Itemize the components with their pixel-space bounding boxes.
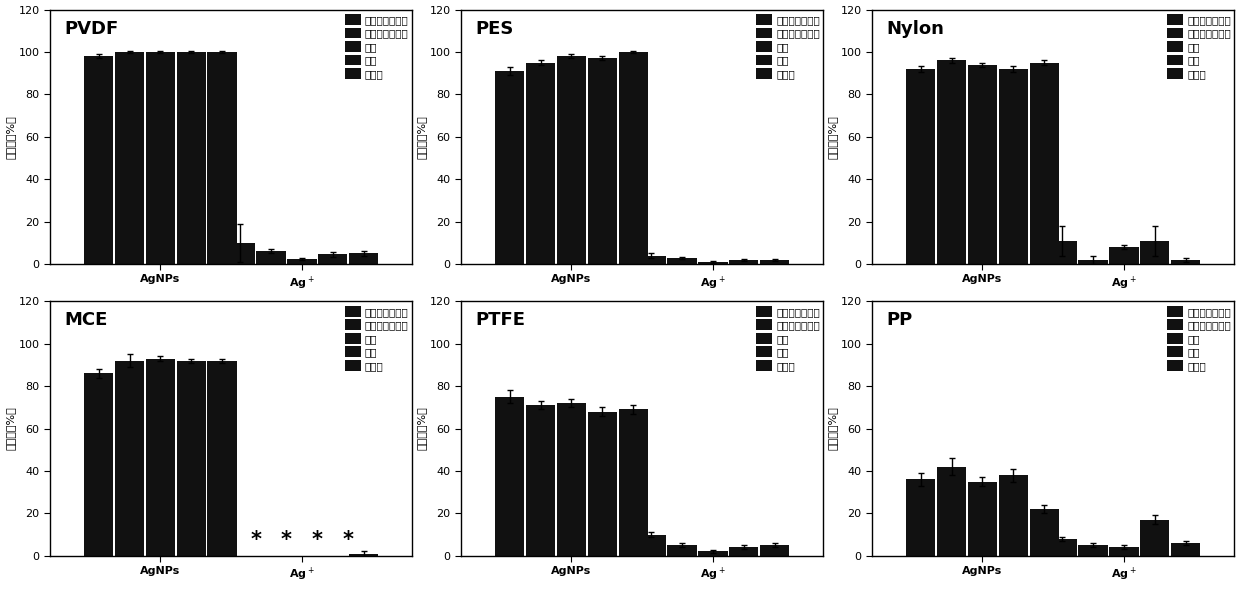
- Bar: [636, 535, 666, 556]
- Bar: [207, 52, 237, 264]
- Bar: [348, 554, 378, 556]
- Bar: [967, 65, 997, 264]
- Text: MCE: MCE: [64, 312, 108, 329]
- Bar: [729, 547, 759, 556]
- Y-axis label: 吸附率（%）: 吸附率（%）: [417, 406, 427, 451]
- Text: PES: PES: [475, 20, 513, 38]
- Bar: [698, 262, 728, 264]
- Bar: [1048, 539, 1076, 556]
- Bar: [146, 359, 175, 556]
- Bar: [1140, 519, 1169, 556]
- Bar: [176, 52, 206, 264]
- Bar: [557, 403, 587, 556]
- Bar: [998, 475, 1028, 556]
- Bar: [1079, 545, 1107, 556]
- Text: PVDF: PVDF: [64, 20, 119, 38]
- Legend: 污水处理厂进水, 污水处理厂出水, 湖水, 河水, 超纯水: 污水处理厂进水, 污水处理厂出水, 湖水, 河水, 超纯水: [754, 12, 822, 81]
- Bar: [1079, 260, 1107, 264]
- Bar: [317, 254, 347, 264]
- Bar: [619, 52, 647, 264]
- Bar: [588, 58, 618, 264]
- Bar: [1171, 543, 1200, 556]
- Bar: [226, 243, 254, 264]
- Bar: [906, 479, 935, 556]
- Legend: 污水处理厂进水, 污水处理厂出水, 湖水, 河水, 超纯水: 污水处理厂进水, 污水处理厂出水, 湖水, 河水, 超纯水: [343, 304, 410, 373]
- Text: PP: PP: [887, 312, 913, 329]
- Bar: [495, 397, 525, 556]
- Text: *: *: [342, 531, 353, 551]
- Bar: [526, 62, 556, 264]
- Text: PTFE: PTFE: [475, 312, 526, 329]
- Bar: [967, 482, 997, 556]
- Bar: [698, 551, 728, 556]
- Legend: 污水处理厂进水, 污水处理厂出水, 湖水, 河水, 超纯水: 污水处理厂进水, 污水处理厂出水, 湖水, 河水, 超纯水: [754, 304, 822, 373]
- Bar: [619, 409, 647, 556]
- Y-axis label: 吸附率（%）: 吸附率（%）: [5, 115, 16, 158]
- Y-axis label: 吸附率（%）: 吸附率（%）: [827, 115, 837, 158]
- Bar: [667, 257, 697, 264]
- Bar: [348, 253, 378, 264]
- Bar: [288, 259, 316, 264]
- Bar: [207, 360, 237, 556]
- Text: *: *: [311, 531, 322, 551]
- Bar: [84, 373, 113, 556]
- Bar: [937, 466, 966, 556]
- Bar: [84, 56, 113, 264]
- Legend: 污水处理厂进水, 污水处理厂出水, 湖水, 河水, 超纯水: 污水处理厂进水, 污水处理厂出水, 湖水, 河水, 超纯水: [343, 12, 410, 81]
- Bar: [557, 56, 587, 264]
- Bar: [1110, 547, 1138, 556]
- Bar: [729, 260, 759, 264]
- Legend: 污水处理厂进水, 污水处理厂出水, 湖水, 河水, 超纯水: 污水处理厂进水, 污水处理厂出水, 湖水, 河水, 超纯水: [1166, 304, 1233, 373]
- Bar: [906, 69, 935, 264]
- Bar: [115, 52, 144, 264]
- Bar: [115, 360, 144, 556]
- Bar: [998, 69, 1028, 264]
- Bar: [760, 260, 789, 264]
- Bar: [760, 545, 789, 556]
- Y-axis label: 吸附率（%）: 吸附率（%）: [827, 406, 837, 451]
- Bar: [1171, 260, 1200, 264]
- Bar: [667, 545, 697, 556]
- Bar: [1029, 62, 1059, 264]
- Y-axis label: 吸附率（%）: 吸附率（%）: [5, 406, 16, 451]
- Text: Nylon: Nylon: [887, 20, 945, 38]
- Legend: 污水处理厂进水, 污水处理厂出水, 湖水, 河水, 超纯水: 污水处理厂进水, 污水处理厂出水, 湖水, 河水, 超纯水: [1166, 12, 1233, 81]
- Bar: [937, 61, 966, 264]
- Y-axis label: 吸附率（%）: 吸附率（%）: [417, 115, 427, 158]
- Bar: [257, 252, 285, 264]
- Text: *: *: [250, 531, 262, 551]
- Bar: [495, 71, 525, 264]
- Bar: [588, 412, 618, 556]
- Bar: [176, 360, 206, 556]
- Text: *: *: [281, 531, 291, 551]
- Bar: [1110, 247, 1138, 264]
- Bar: [1048, 241, 1076, 264]
- Bar: [526, 405, 556, 556]
- Bar: [1140, 241, 1169, 264]
- Bar: [146, 52, 175, 264]
- Bar: [636, 256, 666, 264]
- Bar: [1029, 509, 1059, 556]
